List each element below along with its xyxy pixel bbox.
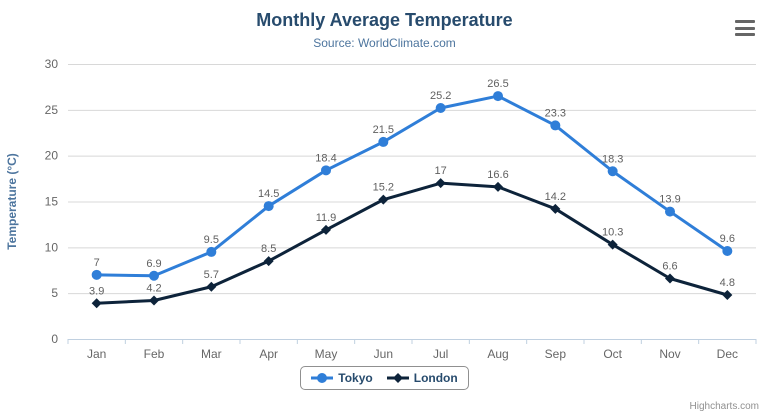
legend-item-label: London	[413, 371, 458, 385]
data-label-tokyo-mar: 9.5	[204, 234, 219, 246]
data-label-tokyo-jun: 21.5	[373, 124, 394, 136]
chart-title: Monthly Average Temperature	[256, 10, 513, 30]
credits-link[interactable]: Highcharts.com	[689, 401, 759, 412]
x-axis-label: May	[315, 347, 338, 361]
data-label-london-jul: 17	[435, 165, 447, 177]
data-point-london-dec[interactable]	[722, 290, 733, 300]
x-axis-label: Sep	[545, 347, 567, 361]
y-axis-label: 10	[45, 240, 59, 254]
data-point-london-mar[interactable]	[206, 281, 217, 292]
x-axis-label: Oct	[603, 347, 622, 361]
data-point-tokyo-mar[interactable]	[206, 246, 217, 257]
series-line-london	[95, 181, 729, 305]
hamburger-icon	[735, 20, 755, 23]
x-axis-label: Jul	[433, 347, 448, 361]
data-label-london-jan: 3.9	[89, 285, 104, 297]
data-label-london-dec: 4.8	[720, 277, 735, 289]
data-label-london-sep: 14.2	[545, 191, 566, 203]
y-axis-label: 15	[45, 195, 59, 209]
y-axis-label: 0	[51, 332, 58, 346]
legend-item-tokyo[interactable]: Tokyo	[311, 371, 373, 385]
x-axis-label: Dec	[717, 347, 738, 361]
data-point-tokyo-jun[interactable]	[378, 136, 389, 147]
data-label-tokyo-feb: 6.9	[146, 258, 161, 270]
x-axis-label: Feb	[144, 347, 165, 361]
data-label-tokyo-sep: 23.3	[545, 107, 566, 119]
data-point-tokyo-dec[interactable]	[722, 246, 733, 256]
data-point-london-aug[interactable]	[493, 181, 503, 192]
data-point-tokyo-may[interactable]	[321, 165, 331, 176]
chart-subtitle: Source: WorldClimate.com	[313, 36, 456, 50]
data-label-tokyo-aug: 26.5	[487, 78, 508, 90]
y-axis-label: 30	[45, 57, 59, 71]
data-label-tokyo-dec: 9.6	[720, 233, 735, 245]
data-point-london-jun[interactable]	[378, 194, 389, 205]
data-label-london-nov: 6.6	[662, 261, 677, 273]
series-line-tokyo	[95, 94, 729, 278]
y-axis-title: Temperature (°C)	[5, 153, 19, 250]
x-axis-label: Mar	[201, 347, 222, 361]
hamburger-icon	[735, 26, 755, 30]
data-point-tokyo-nov[interactable]	[665, 206, 675, 217]
data-label-london-oct: 10.3	[602, 227, 623, 239]
data-point-tokyo-jan[interactable]	[91, 269, 102, 280]
data-point-tokyo-oct[interactable]	[607, 166, 618, 177]
x-axis-label: Aug	[487, 347, 508, 361]
data-label-london-apr: 8.5	[261, 243, 276, 255]
data-point-tokyo-feb[interactable]	[149, 270, 159, 281]
data-label-tokyo-apr: 14.5	[258, 188, 279, 200]
data-point-london-oct[interactable]	[607, 239, 618, 250]
data-point-london-sep[interactable]	[550, 203, 561, 214]
data-label-tokyo-nov: 13.9	[659, 194, 680, 206]
data-point-tokyo-apr[interactable]	[263, 201, 274, 212]
data-label-tokyo-may: 18.4	[315, 152, 336, 164]
legend-item-label: Tokyo	[338, 371, 373, 385]
data-point-london-apr[interactable]	[263, 256, 274, 267]
data-label-london-aug: 16.6	[487, 169, 508, 181]
data-label-tokyo-oct: 18.3	[602, 153, 623, 165]
data-label-tokyo-jan: 7	[94, 257, 100, 269]
data-point-london-may[interactable]	[321, 224, 331, 235]
legend-item-london[interactable]: London	[386, 371, 458, 385]
data-point-tokyo-jul[interactable]	[435, 103, 446, 113]
y-axis-label: 25	[45, 103, 59, 117]
data-point-london-jan[interactable]	[91, 298, 102, 309]
data-point-tokyo-aug[interactable]	[493, 91, 503, 102]
legend-diamond-marker-icon	[386, 373, 409, 383]
legend-box: Tokyo London	[300, 366, 469, 390]
legend-circle-marker-icon	[311, 373, 334, 383]
data-point-london-jul[interactable]	[435, 178, 446, 189]
legend: Tokyo London	[0, 366, 769, 390]
data-label-tokyo-jul: 25.2	[430, 90, 451, 102]
context-menu-button[interactable]	[733, 18, 757, 38]
data-label-london-may: 11.9	[316, 212, 337, 224]
x-axis-label: Apr	[259, 347, 278, 361]
y-axis-label: 5	[51, 286, 58, 300]
data-point-london-feb[interactable]	[149, 295, 159, 306]
x-axis-label: Nov	[659, 347, 680, 361]
x-axis-label: Jun	[374, 347, 393, 361]
data-point-tokyo-sep[interactable]	[550, 120, 561, 131]
data-label-london-mar: 5.7	[204, 269, 219, 281]
hamburger-icon	[735, 33, 755, 36]
x-axis-label: Jan	[87, 347, 106, 361]
data-label-london-jun: 15.2	[373, 182, 394, 194]
y-axis-label: 20	[45, 149, 59, 163]
data-point-london-nov[interactable]	[665, 273, 675, 284]
data-label-london-feb: 4.2	[146, 283, 161, 295]
